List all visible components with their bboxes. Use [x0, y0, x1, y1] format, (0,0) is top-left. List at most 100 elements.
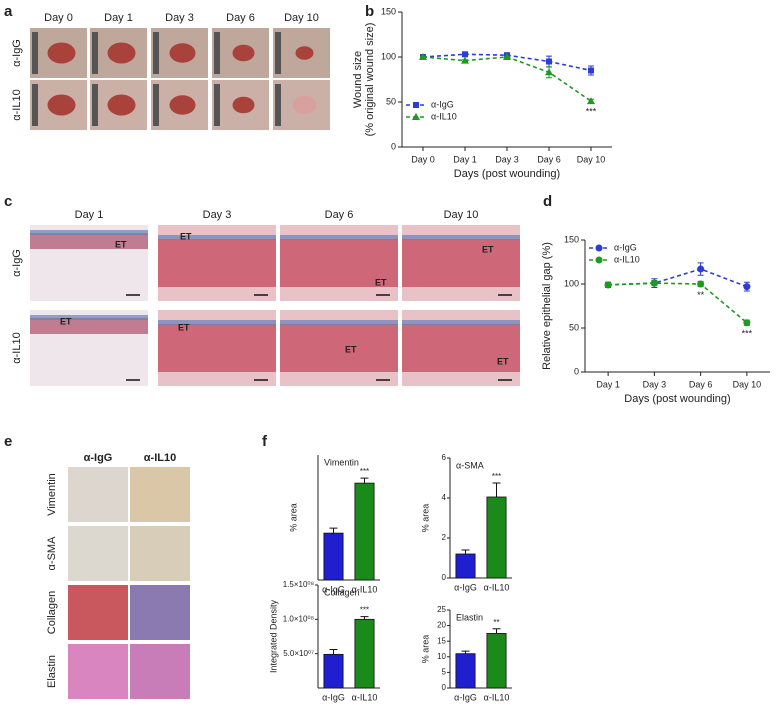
wound	[169, 43, 196, 63]
panel-letter: d	[543, 193, 552, 210]
bar	[486, 633, 507, 689]
significance: ***	[586, 106, 597, 116]
ruler	[153, 32, 159, 74]
error-bar	[461, 549, 470, 554]
legend-label: α-IgG	[614, 242, 637, 252]
ihc-image	[130, 644, 190, 699]
data-point	[697, 280, 705, 288]
data-point	[503, 53, 511, 60]
y-tick-label: 150	[381, 6, 396, 16]
bar	[354, 482, 375, 581]
row-label: α-IL10	[11, 332, 23, 363]
wound	[169, 95, 196, 115]
ruler	[275, 84, 281, 126]
legend-label: α-IL10	[614, 254, 640, 264]
column-label: Day 1	[104, 12, 133, 24]
row-label: Collagen	[46, 591, 58, 634]
y-tick-label: 5.0×10⁰⁷	[283, 649, 314, 658]
x-tick-label: α-IgG	[454, 692, 477, 702]
tissue-band	[280, 324, 398, 372]
collagen-band	[158, 235, 276, 240]
y-axis-label: Integrated Density	[268, 599, 278, 673]
error-bar	[492, 628, 501, 634]
wound	[295, 46, 314, 60]
data-point	[546, 58, 552, 65]
collagen-band	[402, 235, 520, 240]
x-tick-label: α-IgG	[454, 582, 477, 592]
row-label: α-IL10	[11, 89, 23, 120]
tissue-label: ET	[115, 239, 127, 249]
ruler	[214, 32, 220, 74]
tissue-label: ET	[60, 316, 72, 326]
x-tick-label: Day 6	[537, 154, 561, 164]
row-label: Vimentin	[46, 473, 58, 516]
ruler	[92, 32, 98, 74]
panel-letter: f	[262, 433, 268, 450]
column-label: α-IgG	[84, 452, 113, 464]
tissue-label: ET	[375, 277, 387, 287]
tissue-label: ET	[482, 244, 494, 254]
bar	[455, 553, 476, 579]
column-label: Day 10	[444, 209, 479, 221]
collagen-band	[280, 235, 398, 240]
data-point	[697, 265, 705, 273]
legend-marker	[595, 244, 603, 252]
data-point	[743, 319, 751, 327]
wound	[107, 94, 136, 116]
significance: ***	[492, 472, 501, 481]
chart-title: Vimentin	[324, 457, 359, 467]
data-point	[604, 281, 612, 289]
ruler	[153, 84, 159, 126]
y-axis-label: % area	[420, 504, 430, 533]
collagen-band	[402, 320, 520, 325]
error-bar	[461, 650, 470, 654]
x-tick-label: α-IL10	[484, 582, 510, 592]
wound	[232, 44, 255, 62]
legend-marker	[595, 256, 603, 264]
chart-title: Collagen	[324, 587, 360, 597]
panel-letter: a	[4, 3, 13, 20]
ihc-image	[130, 585, 190, 640]
x-axis-label: Days (post wounding)	[624, 393, 730, 405]
ihc-image	[68, 467, 128, 522]
column-label: Day 1	[75, 209, 104, 221]
x-tick-label: Day 1	[453, 154, 477, 164]
tissue-label: ET	[497, 356, 509, 366]
y-tick-label: 4	[442, 493, 447, 502]
legend-marker	[413, 102, 419, 108]
legend-label: α-IgG	[431, 99, 454, 109]
bar	[323, 653, 344, 689]
ruler	[32, 84, 38, 126]
y-tick-label: 0	[442, 573, 447, 582]
series-line	[422, 56, 592, 102]
x-tick-label: Day 3	[643, 379, 667, 389]
y-tick-label: 1.0×10⁰⁸	[283, 614, 314, 623]
y-tick-label: 5	[442, 668, 447, 677]
error-bar	[329, 527, 338, 534]
ihc-image	[130, 526, 190, 581]
x-tick-label: α-IL10	[352, 584, 378, 594]
bar	[354, 618, 375, 689]
row-label: Elastin	[46, 655, 58, 688]
x-tick-label: Day 3	[495, 154, 519, 164]
bar	[323, 532, 344, 581]
y-tick-label: 0	[391, 141, 396, 151]
significance: **	[697, 290, 705, 300]
x-tick-label: Day 1	[596, 379, 620, 389]
y-tick-label: 6	[442, 453, 447, 462]
x-tick-label: Day 10	[577, 154, 606, 164]
y-tick-label: 2	[442, 533, 447, 542]
chart-title: Elastin	[456, 612, 483, 622]
collagen-band	[158, 320, 276, 325]
y-tick-label: 100	[564, 278, 579, 288]
collagen-band	[30, 230, 148, 235]
y-tick-label: 0	[442, 683, 447, 692]
wound	[232, 96, 255, 114]
y-axis-label: Relative epithelial gap (%)	[541, 242, 553, 370]
ihc-image	[130, 467, 190, 522]
tissue-band	[158, 239, 276, 287]
row-label: α-IgG	[11, 39, 23, 67]
y-tick-label: 25	[437, 605, 446, 614]
x-axis-label: Days (post wounding)	[454, 168, 560, 180]
